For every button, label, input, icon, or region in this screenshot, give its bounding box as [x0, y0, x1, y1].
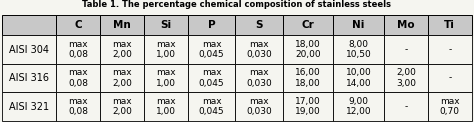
Text: AISI 316: AISI 316 [9, 73, 49, 83]
Bar [2, 92, 56, 121]
Bar [428, 15, 472, 35]
Text: max
1,00: max 1,00 [156, 40, 176, 59]
Bar [283, 15, 333, 35]
Bar [144, 35, 188, 64]
Text: max
0,030: max 0,030 [246, 40, 272, 59]
Bar [283, 35, 333, 64]
Bar [236, 64, 283, 92]
Bar [333, 15, 384, 35]
Text: 10,00
14,00: 10,00 14,00 [346, 68, 372, 88]
Text: Table 1. The percentage chemical composition of stainless steels: Table 1. The percentage chemical composi… [82, 0, 392, 9]
Text: max
0,030: max 0,030 [246, 97, 272, 116]
Text: Mn: Mn [113, 20, 131, 30]
Bar [144, 92, 188, 121]
Bar [100, 15, 144, 35]
Text: max
2,00: max 2,00 [112, 97, 132, 116]
Text: 16,00
18,00: 16,00 18,00 [295, 68, 321, 88]
Bar [2, 35, 56, 64]
Bar [100, 35, 144, 64]
Text: -: - [404, 102, 408, 111]
Bar [333, 35, 384, 64]
Bar [384, 92, 428, 121]
Bar [144, 15, 188, 35]
Bar [100, 92, 144, 121]
Text: max
0,70: max 0,70 [440, 97, 460, 116]
Text: max
0,08: max 0,08 [68, 40, 88, 59]
Text: 17,00
19,00: 17,00 19,00 [295, 97, 321, 116]
Bar [188, 92, 236, 121]
Bar [188, 35, 236, 64]
Text: max
2,00: max 2,00 [112, 40, 132, 59]
Bar [100, 64, 144, 92]
Bar [428, 35, 472, 64]
Text: 9,00
12,00: 9,00 12,00 [346, 97, 372, 116]
Text: max
2,00: max 2,00 [112, 68, 132, 88]
Text: Ni: Ni [353, 20, 365, 30]
Text: Si: Si [160, 20, 172, 30]
Bar [188, 64, 236, 92]
Bar [428, 64, 472, 92]
Text: Ti: Ti [444, 20, 455, 30]
Bar [384, 35, 428, 64]
Bar [384, 15, 428, 35]
Text: AISI 304: AISI 304 [9, 45, 49, 55]
Text: 18,00
20,00: 18,00 20,00 [295, 40, 321, 59]
Text: -: - [448, 74, 451, 83]
Bar [56, 15, 100, 35]
Text: max
0,08: max 0,08 [68, 97, 88, 116]
Text: AISI 321: AISI 321 [9, 102, 49, 112]
Text: max
0,045: max 0,045 [199, 97, 224, 116]
Text: -: - [448, 45, 451, 54]
Text: max
0,030: max 0,030 [246, 68, 272, 88]
Bar [2, 64, 56, 92]
Text: Cr: Cr [302, 20, 314, 30]
Bar [236, 15, 283, 35]
Bar [56, 64, 100, 92]
Bar [333, 64, 384, 92]
Bar [236, 92, 283, 121]
Bar [384, 64, 428, 92]
Bar [56, 92, 100, 121]
Bar [188, 15, 236, 35]
Text: 8,00
10,50: 8,00 10,50 [346, 40, 372, 59]
Bar [56, 35, 100, 64]
Text: P: P [208, 20, 215, 30]
Text: max
1,00: max 1,00 [156, 97, 176, 116]
Bar [428, 92, 472, 121]
Text: max
1,00: max 1,00 [156, 68, 176, 88]
Text: max
0,08: max 0,08 [68, 68, 88, 88]
Text: max
0,045: max 0,045 [199, 68, 224, 88]
Text: max
0,045: max 0,045 [199, 40, 224, 59]
Text: C: C [74, 20, 82, 30]
Bar [333, 92, 384, 121]
Text: S: S [255, 20, 263, 30]
Bar [283, 64, 333, 92]
Text: -: - [404, 45, 408, 54]
Text: 2,00
3,00: 2,00 3,00 [396, 68, 416, 88]
Text: Mo: Mo [397, 20, 415, 30]
Bar [236, 35, 283, 64]
Bar [283, 92, 333, 121]
Bar [2, 15, 56, 35]
Bar [144, 64, 188, 92]
